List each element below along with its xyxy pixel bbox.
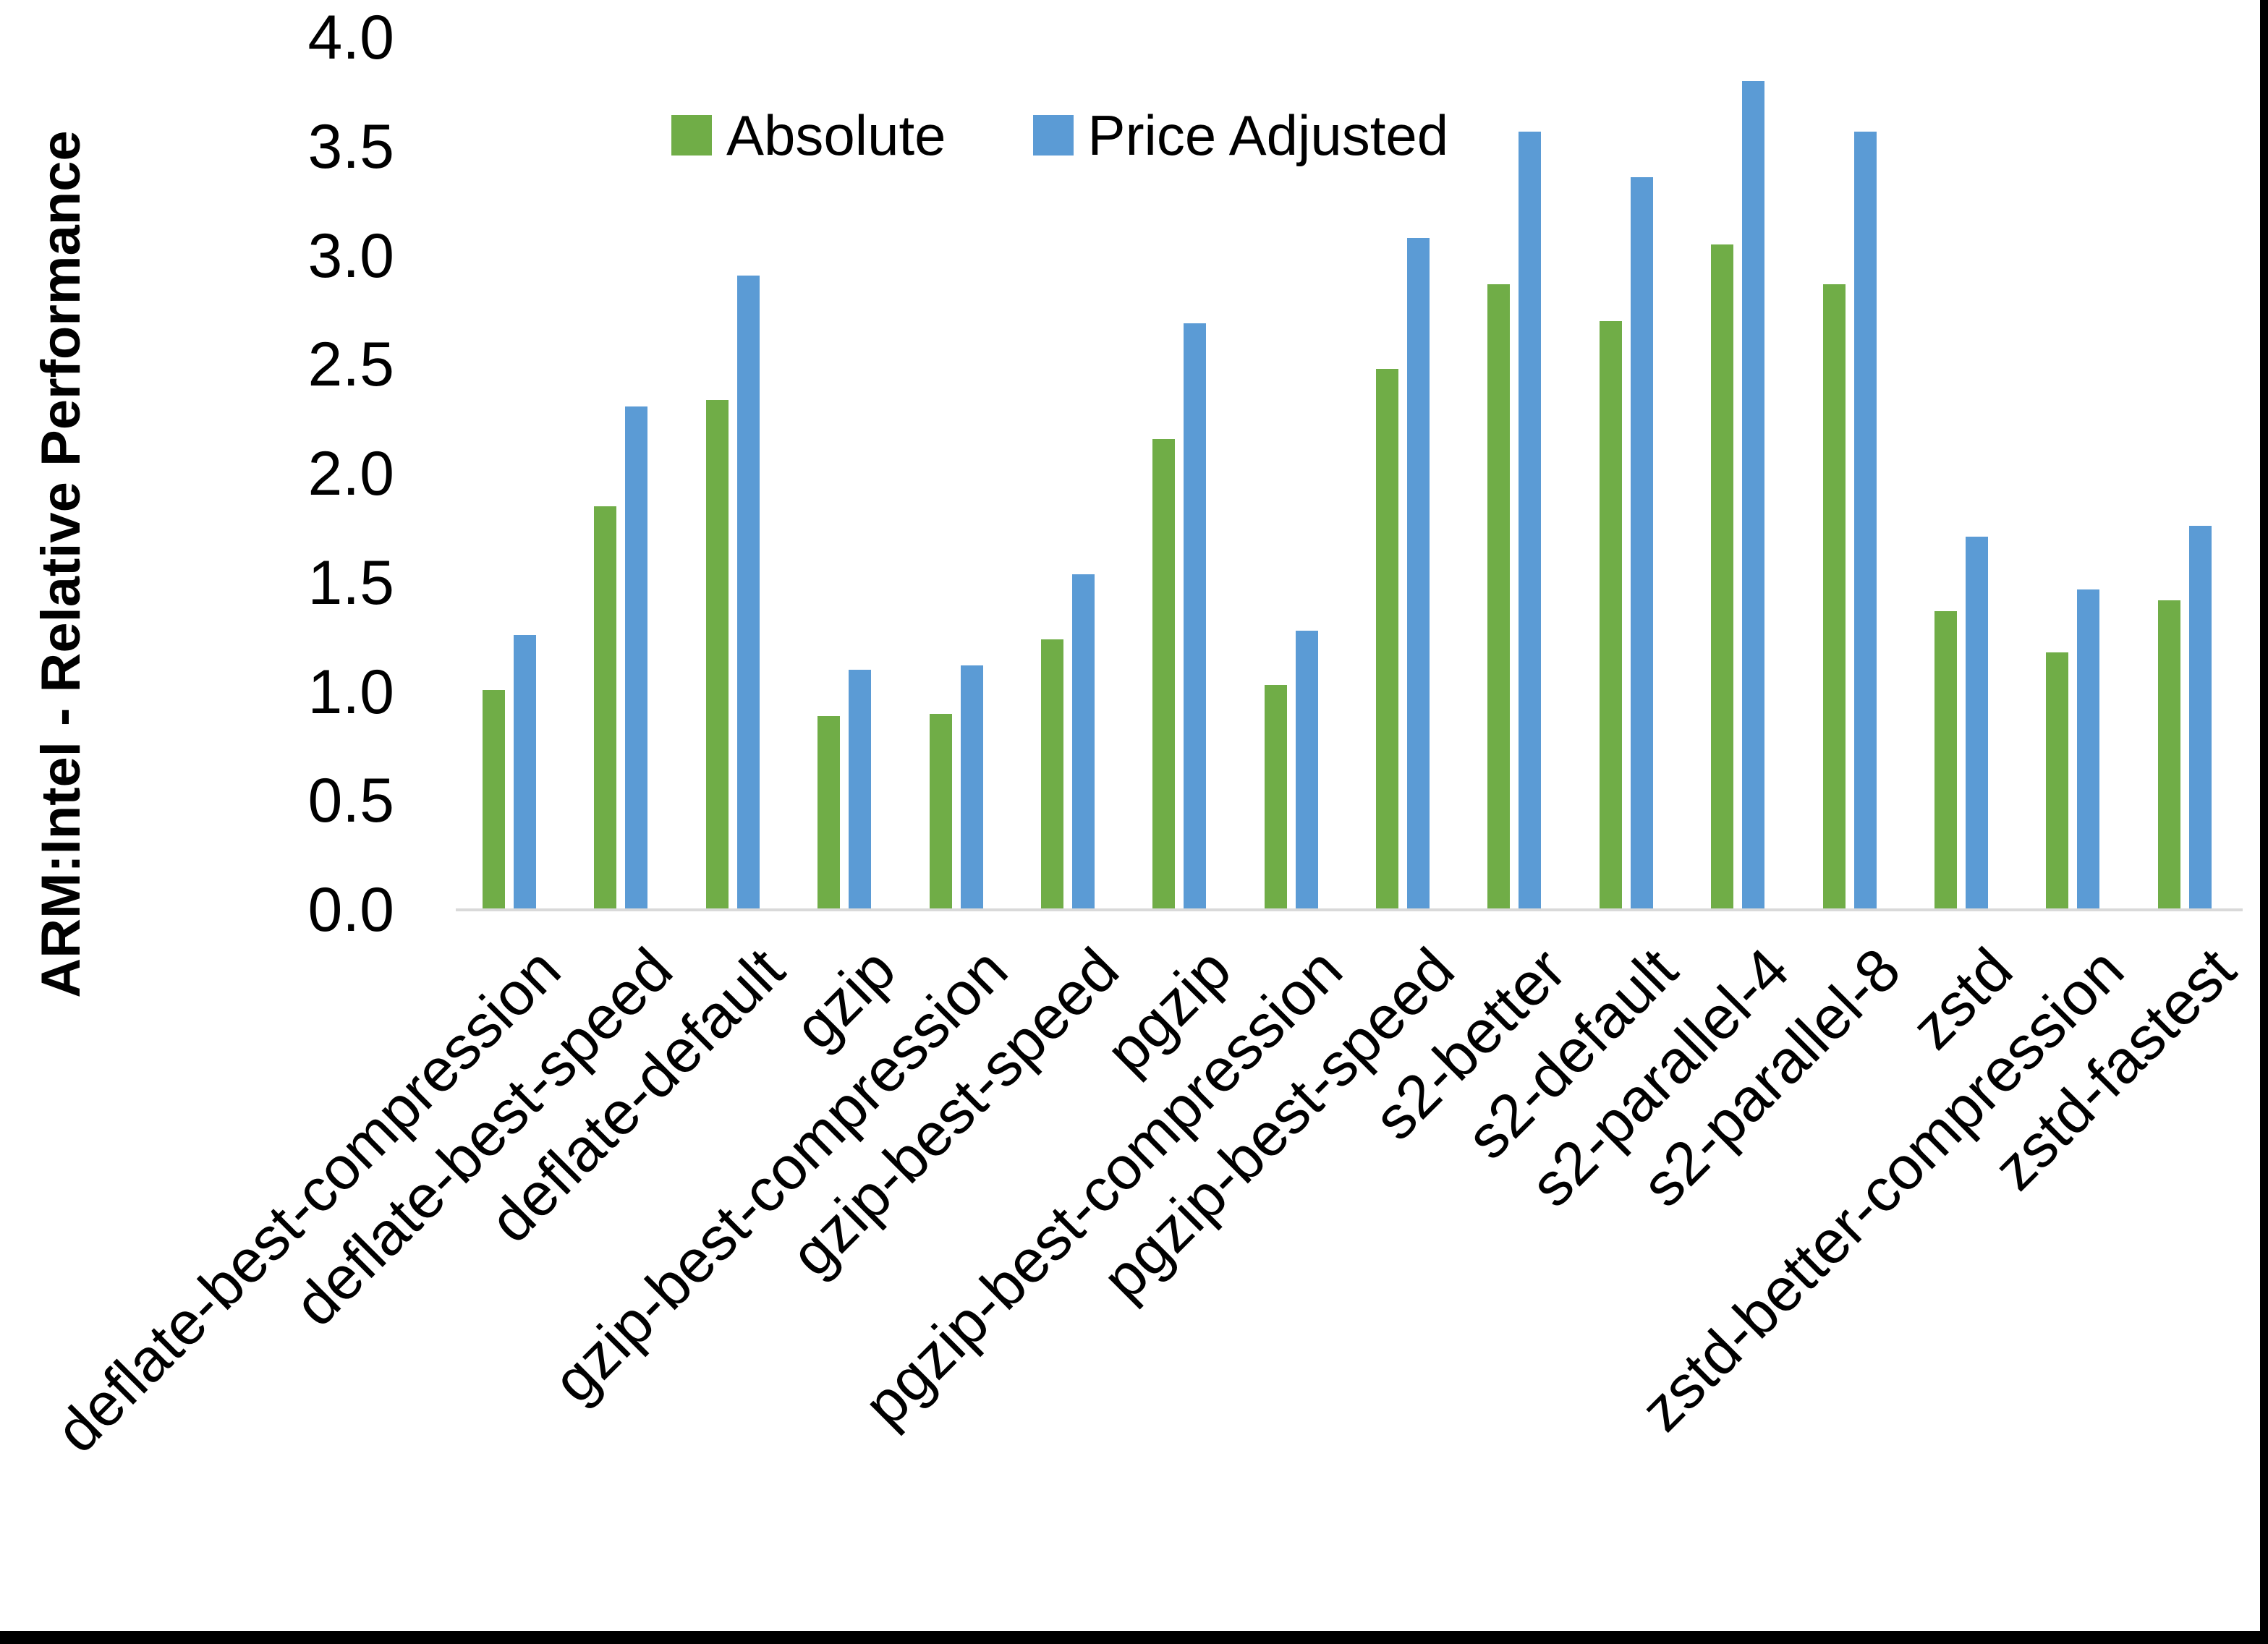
- bar-price-adjusted-gzip-best-compression: [960, 665, 983, 910]
- y-tick-label-0.0: 0.0: [307, 875, 394, 945]
- legend: Absolute Price Adjusted: [671, 103, 1448, 168]
- bar-absolute-gzip: [817, 715, 841, 910]
- bar-absolute-deflate-best-speed: [594, 506, 617, 910]
- y-tick-label-3.5: 3.5: [307, 111, 394, 182]
- bar-cluster-pgzip-best-speed: [1349, 38, 1461, 910]
- bar-cluster-gzip-best-compression: [903, 38, 1014, 910]
- bar-absolute-gzip-best-compression: [929, 713, 952, 910]
- bar-absolute-zstd-fastest: [2157, 600, 2180, 910]
- bar-price-adjusted-s2-default: [1630, 176, 1653, 910]
- bar-price-adjusted-deflate-best-speed: [625, 406, 648, 910]
- bar-price-adjusted-pgzip-best-compression: [1295, 631, 1318, 910]
- plot-area: [456, 38, 2243, 910]
- y-tick-label-1.5: 1.5: [307, 548, 394, 618]
- bar-cluster-gzip-best-speed: [1014, 38, 1126, 910]
- right-border-strip: [2260, 0, 2268, 1644]
- bar-cluster-deflate-best-speed: [567, 38, 679, 910]
- y-tick-label-3.0: 3.0: [307, 221, 394, 291]
- y-tick-label-4.0: 4.0: [307, 3, 394, 72]
- bar-absolute-gzip-best-speed: [1040, 639, 1063, 910]
- bar-cluster-pgzip: [1126, 38, 1237, 910]
- bar-absolute-zstd-better-compression: [2046, 652, 2069, 910]
- legend-swatch-absolute: [671, 115, 712, 156]
- bar-absolute-pgzip-best-compression: [1264, 685, 1287, 910]
- bottom-border-strip: [0, 1631, 2268, 1644]
- bar-cluster-pgzip-best-compression: [1238, 38, 1349, 910]
- bar-cluster-gzip: [791, 38, 902, 910]
- bar-absolute-pgzip-best-speed: [1376, 369, 1398, 910]
- bar-cluster-s2-better: [1461, 38, 1572, 910]
- bar-absolute-s2-parallel-8: [1822, 284, 1846, 910]
- bar-cluster-s2-parallel-8: [1796, 38, 1908, 910]
- legend-label-absolute: Absolute: [726, 103, 946, 167]
- bar-price-adjusted-s2-parallel-8: [1853, 131, 1877, 910]
- bar-absolute-s2-better: [1487, 284, 1511, 910]
- bar-price-adjusted-zstd-fastest: [2188, 526, 2212, 910]
- bar-cluster-s2-parallel-4: [1684, 38, 1796, 910]
- bar-price-adjusted-s2-better: [1519, 131, 1542, 910]
- legend-item-absolute: Absolute: [671, 103, 946, 168]
- bar-absolute-s2-default: [1599, 320, 1622, 910]
- bar-absolute-pgzip: [1152, 438, 1176, 910]
- bar-absolute-zstd: [1934, 610, 1957, 910]
- bar-price-adjusted-s2-parallel-4: [1742, 81, 1765, 910]
- bar-price-adjusted-deflate-best-compression: [514, 635, 536, 910]
- bar-price-adjusted-pgzip: [1184, 323, 1207, 910]
- bar-cluster-deflate-default: [679, 38, 791, 910]
- legend-label-price-adjusted: Price Adjusted: [1087, 103, 1449, 167]
- bar-price-adjusted-zstd: [1965, 537, 1988, 910]
- bar-cluster-deflate-best-compression: [456, 38, 567, 910]
- bar-absolute-s2-parallel-4: [1711, 244, 1734, 910]
- bar-price-adjusted-pgzip-best-speed: [1407, 238, 1430, 910]
- y-tick-label-2.5: 2.5: [307, 330, 394, 400]
- bar-price-adjusted-deflate-default: [736, 275, 760, 910]
- bar-cluster-zstd-fastest: [2131, 38, 2243, 910]
- bar-cluster-zstd-better-compression: [2019, 38, 2131, 910]
- bar-absolute-deflate-best-compression: [483, 689, 505, 910]
- x-axis-line: [456, 908, 2243, 911]
- bar-cluster-s2-default: [1573, 38, 1684, 910]
- legend-swatch-price-adjusted: [1032, 115, 1074, 156]
- bar-price-adjusted-gzip-best-speed: [1071, 574, 1095, 910]
- y-tick-label-2.0: 2.0: [307, 439, 394, 508]
- bar-cluster-zstd: [1908, 38, 2019, 910]
- bar-price-adjusted-gzip: [849, 670, 872, 910]
- legend-item-price-adjusted: Price Adjusted: [1032, 103, 1449, 168]
- y-tick-label-1.0: 1.0: [307, 657, 394, 727]
- y-tick-label-0.5: 0.5: [307, 766, 394, 836]
- bar-absolute-deflate-default: [705, 399, 729, 910]
- bar-price-adjusted-zstd-better-compression: [2077, 589, 2100, 910]
